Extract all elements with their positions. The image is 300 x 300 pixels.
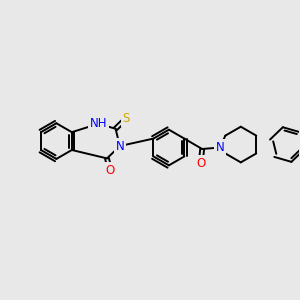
Text: N: N [216,141,224,154]
Text: N: N [116,140,124,152]
Text: S: S [123,112,130,125]
Text: NH: NH [90,117,107,130]
Text: O: O [105,164,115,177]
Text: O: O [196,157,205,170]
